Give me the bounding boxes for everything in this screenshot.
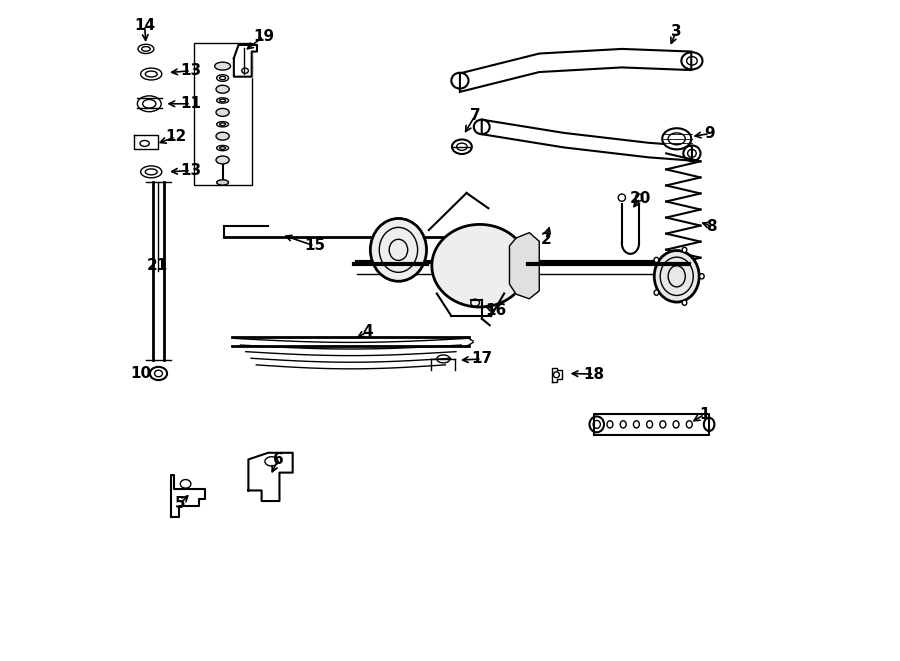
Text: 13: 13 [180, 63, 202, 78]
Text: 9: 9 [705, 126, 716, 141]
Text: 4: 4 [362, 325, 373, 339]
Polygon shape [509, 233, 539, 299]
Ellipse shape [662, 128, 691, 149]
Ellipse shape [216, 132, 230, 140]
Text: 7: 7 [470, 108, 481, 123]
Text: 13: 13 [180, 163, 202, 178]
Polygon shape [482, 120, 692, 161]
Ellipse shape [432, 225, 527, 307]
Ellipse shape [654, 251, 699, 302]
Text: 17: 17 [472, 352, 492, 366]
Ellipse shape [140, 166, 162, 178]
Ellipse shape [217, 98, 229, 103]
Polygon shape [553, 368, 562, 382]
Ellipse shape [635, 194, 643, 201]
Polygon shape [594, 414, 709, 435]
Text: 6: 6 [273, 452, 284, 467]
Ellipse shape [370, 218, 427, 282]
Ellipse shape [654, 290, 659, 295]
Polygon shape [460, 49, 691, 92]
Bar [194, 43, 252, 185]
Text: 10: 10 [130, 366, 151, 381]
Text: 21: 21 [148, 258, 168, 273]
Text: 20: 20 [630, 191, 651, 206]
Ellipse shape [217, 122, 229, 127]
Ellipse shape [682, 247, 687, 253]
Ellipse shape [217, 75, 229, 81]
Text: 2: 2 [541, 232, 551, 247]
Ellipse shape [216, 85, 230, 93]
Text: 11: 11 [180, 97, 202, 111]
Text: 19: 19 [253, 29, 274, 44]
Text: 16: 16 [486, 303, 507, 318]
Ellipse shape [682, 300, 687, 305]
Ellipse shape [699, 274, 704, 279]
Ellipse shape [215, 62, 230, 70]
Text: 18: 18 [583, 367, 605, 381]
Ellipse shape [217, 145, 229, 151]
Text: 8: 8 [706, 219, 716, 233]
Ellipse shape [216, 108, 230, 116]
Text: 1: 1 [699, 407, 710, 422]
Text: 14: 14 [134, 18, 155, 32]
Ellipse shape [452, 139, 472, 154]
Polygon shape [234, 45, 257, 77]
Ellipse shape [138, 44, 154, 54]
Polygon shape [248, 453, 292, 501]
Text: 15: 15 [304, 239, 325, 253]
Polygon shape [171, 475, 205, 517]
Ellipse shape [217, 180, 229, 185]
Text: 5: 5 [175, 496, 185, 511]
Ellipse shape [654, 257, 659, 262]
Text: 12: 12 [165, 130, 186, 144]
Ellipse shape [138, 96, 161, 112]
Ellipse shape [216, 156, 230, 164]
Text: 3: 3 [670, 24, 681, 39]
Polygon shape [134, 135, 158, 149]
Ellipse shape [140, 68, 162, 80]
Ellipse shape [618, 194, 626, 201]
